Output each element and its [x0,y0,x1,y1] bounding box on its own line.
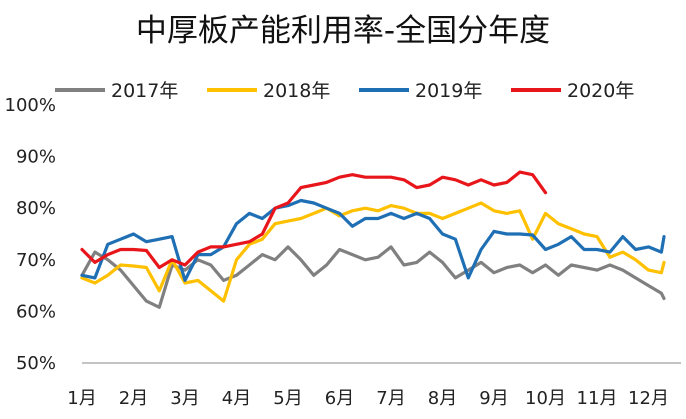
x-tick-label: 12月 [628,388,669,409]
x-tick-label: 9月 [479,388,508,409]
chart-title: 中厚板产能利用率-全国分年度 [136,13,550,49]
x-axis-tick-labels: 1月 2月 3月 4月 5月 6月 7月 8月 9月 10月 11月 12月 [67,388,669,409]
x-tick-label: 11月 [577,388,618,409]
x-tick-label: 6月 [325,388,354,409]
y-tick-label: 60% [16,301,56,322]
series-line-2019年 [80,198,666,282]
series-lines [80,170,666,309]
y-tick-label: 50% [16,353,56,374]
series-line-2020年 [80,170,548,270]
x-tick-label: 2月 [119,388,148,409]
x-tick-label: 1月 [67,388,96,409]
x-tick-label: 5月 [273,388,302,409]
x-tick-label: 10月 [525,388,566,409]
x-tick-label: 8月 [428,388,457,409]
x-tick-label: 3月 [170,388,199,409]
y-tick-label: 90% [16,147,56,168]
y-tick-label: 70% [16,250,56,271]
legend-label: 2020年 [567,80,634,102]
y-tick-label: 80% [16,198,56,219]
series-line-2018年 [80,201,666,303]
legend-label: 2018年 [263,80,330,102]
legend: 2017年 2018年 2019年 2020年 [55,80,634,102]
x-tick-label: 4月 [222,388,251,409]
y-axis-tick-labels: 50% 60% 70% 80% 90% 100% [5,95,56,374]
x-tick-label: 7月 [376,388,405,409]
legend-label: 2019年 [415,80,482,102]
legend-label: 2017年 [111,80,178,102]
series-line-2017年 [80,245,666,309]
y-tick-label: 100% [5,95,56,116]
